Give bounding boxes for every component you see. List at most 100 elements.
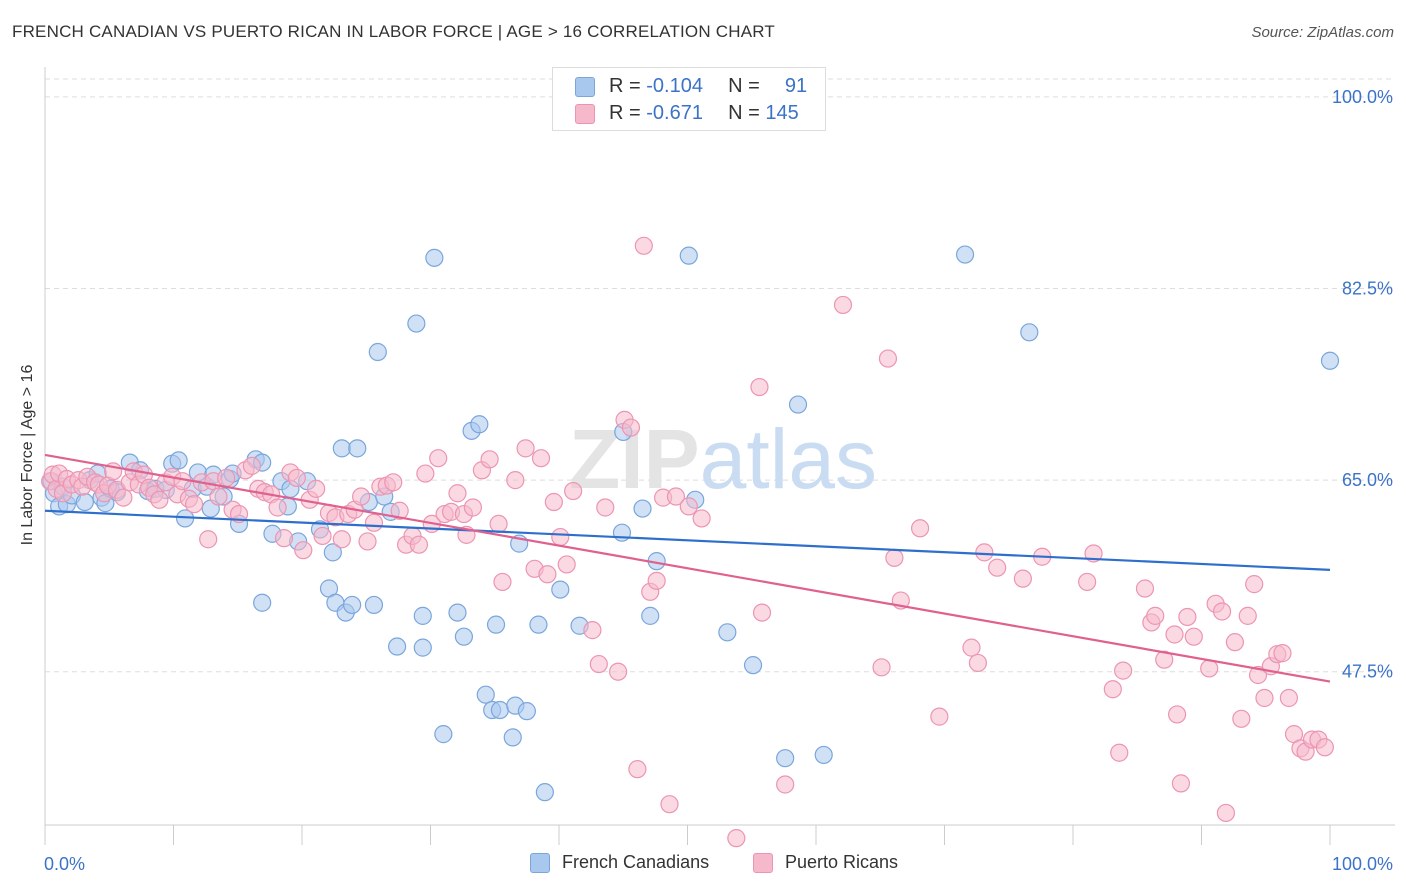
puerto-rican-point bbox=[988, 558, 1007, 577]
source-label: Source: ZipAtlas.com bbox=[1251, 24, 1394, 41]
puerto-rican-point bbox=[274, 529, 294, 548]
puerto-rican-point bbox=[229, 504, 249, 524]
puerto-rican-point bbox=[551, 527, 570, 547]
french-canadian-point bbox=[535, 783, 554, 802]
puerto-rican-point bbox=[1155, 650, 1174, 669]
puerto-rican-point bbox=[480, 450, 499, 469]
puerto-rican-point bbox=[199, 530, 218, 549]
puerto-rican-point bbox=[332, 530, 351, 549]
puerto-rican-point bbox=[589, 654, 608, 674]
puerto-rican-point bbox=[583, 621, 602, 640]
puerto-rican-point bbox=[750, 377, 769, 397]
puerto-rican-point bbox=[776, 775, 795, 794]
puerto-rican-point bbox=[307, 479, 326, 498]
puerto-rican-point bbox=[463, 498, 483, 517]
chart-title: FRENCH CANADIAN VS PUERTO RICAN IN LABOR… bbox=[12, 22, 775, 41]
puerto-rican-point bbox=[448, 484, 467, 503]
legend-n-value: 91 bbox=[784, 75, 808, 97]
x-tick-label-end: 100.0% bbox=[1332, 854, 1393, 874]
french-canadian-point bbox=[425, 248, 444, 267]
legend-swatch-pink bbox=[575, 104, 595, 124]
puerto-rican-point bbox=[885, 548, 904, 567]
french-canadian-point bbox=[814, 745, 833, 765]
puerto-rican-point bbox=[1078, 572, 1097, 592]
puerto-rican-point bbox=[968, 653, 988, 673]
puerto-rican-point bbox=[1135, 579, 1155, 598]
puerto-rican-point bbox=[242, 456, 261, 475]
axes bbox=[44, 67, 1395, 845]
puerto-rican-point bbox=[1238, 606, 1257, 625]
bottom-legend-label: French Canadians bbox=[562, 852, 710, 872]
puerto-rican-point bbox=[1216, 803, 1236, 823]
legend-n-label: N = bbox=[728, 75, 760, 97]
puerto-rican-point bbox=[1114, 661, 1133, 680]
y-tick-label: 47.5% bbox=[1342, 662, 1393, 682]
puerto-rican-point bbox=[217, 468, 236, 488]
french-canadian-point bbox=[529, 615, 548, 634]
legend-r-label: R = bbox=[609, 102, 641, 124]
legend-r-value: -0.671 bbox=[646, 102, 703, 124]
puerto-rican-point bbox=[872, 658, 891, 677]
puerto-rican-point bbox=[596, 498, 615, 517]
puerto-rican-point bbox=[833, 295, 853, 315]
puerto-rican-point bbox=[1200, 659, 1219, 678]
french-canadian-point bbox=[788, 395, 808, 414]
puerto-rican-point bbox=[1225, 633, 1245, 652]
correlation-legend: R = -0.104 N = 91 R = -0.671 N = 145 bbox=[552, 67, 826, 131]
puerto-rican-point bbox=[364, 513, 384, 532]
puerto-rican-point bbox=[1232, 709, 1251, 728]
puerto-rican-point bbox=[692, 509, 711, 528]
bottom-legend-label: Puerto Ricans bbox=[785, 852, 899, 872]
french-canadian-point bbox=[679, 246, 698, 265]
puerto-rican-point bbox=[184, 495, 204, 514]
puerto-rican-point bbox=[1245, 575, 1264, 594]
puerto-rican-point bbox=[1146, 606, 1165, 625]
puerto-rican-point bbox=[489, 514, 508, 534]
y-tick-label: 100.0% bbox=[1332, 87, 1393, 107]
french-canadian-point bbox=[1020, 323, 1039, 342]
puerto-rican-point bbox=[1013, 569, 1032, 588]
puerto-rican-point bbox=[416, 464, 435, 483]
french-canadian-trend-line bbox=[44, 509, 1331, 571]
french-canadian-point bbox=[368, 342, 387, 362]
puerto-rican-point bbox=[516, 439, 535, 458]
legend-n-label: N = bbox=[728, 102, 760, 124]
french-canadian-point bbox=[407, 314, 426, 333]
puerto-rican-point bbox=[975, 543, 994, 562]
puerto-rican-point bbox=[1110, 743, 1129, 762]
french-canadian-point bbox=[364, 595, 384, 615]
french-canadian-point bbox=[633, 499, 652, 518]
puerto-rican-point bbox=[493, 572, 512, 592]
puerto-rican-point bbox=[752, 603, 772, 622]
puerto-rican-point bbox=[429, 449, 448, 468]
puerto-rican-point bbox=[1315, 738, 1334, 757]
data-points bbox=[41, 236, 1340, 848]
puerto-rican-point bbox=[660, 795, 679, 814]
french-canadian-point bbox=[387, 637, 407, 656]
bottom-legend-french-canadians: French Canadians bbox=[530, 851, 730, 877]
puerto-rican-point bbox=[609, 662, 628, 681]
french-canadian-point bbox=[1320, 351, 1340, 370]
puerto-rican-point bbox=[287, 468, 306, 488]
puerto-rican-point bbox=[358, 532, 377, 551]
puerto-rican-point bbox=[634, 236, 653, 255]
puerto-rican-point bbox=[1212, 602, 1232, 621]
puerto-rican-point bbox=[114, 488, 133, 507]
french-canadian-point bbox=[490, 700, 509, 720]
french-canadian-point bbox=[551, 580, 570, 599]
french-canadian-point bbox=[434, 725, 453, 744]
puerto-rican-point bbox=[506, 471, 525, 490]
y-tick-label: 65.0% bbox=[1342, 470, 1393, 490]
french-canadian-point bbox=[486, 615, 506, 634]
puerto-rican-point bbox=[727, 829, 746, 848]
french-canadian-point bbox=[776, 749, 795, 768]
french-canadian-point bbox=[413, 638, 432, 657]
tick-labels: 47.5% 65.0% 82.5% 100.0% 0.0% 100.0% bbox=[44, 87, 1393, 874]
puerto-rican-point bbox=[564, 481, 583, 501]
french-canadian-point bbox=[454, 627, 474, 646]
puerto-rican-point bbox=[1273, 644, 1292, 663]
french-canadian-point bbox=[743, 656, 763, 675]
puerto-rican-point bbox=[268, 498, 287, 517]
puerto-rican-point bbox=[390, 501, 409, 520]
puerto-rican-point bbox=[1103, 680, 1122, 699]
